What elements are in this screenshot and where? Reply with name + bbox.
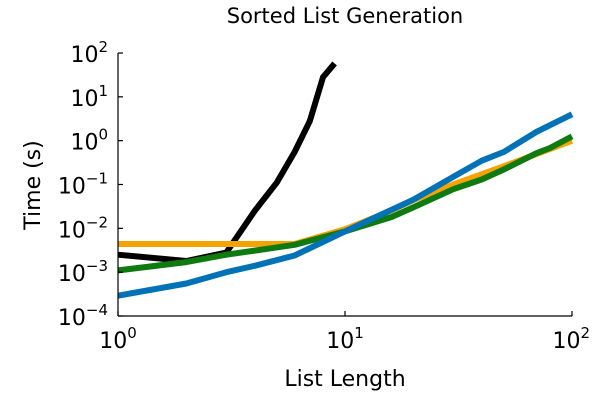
x-axis-label: List Length — [284, 367, 405, 392]
y-tick-label: 100 — [70, 126, 108, 156]
y-tick-label: 10−4 — [58, 301, 108, 331]
y-tick-label: 10−1 — [58, 170, 108, 200]
series-line-4 — [117, 111, 574, 299]
y-tick-label: 101 — [70, 82, 108, 112]
x-tick-label: 101 — [326, 324, 364, 354]
y-ticks: 10−4 10−3 10−2 10−1 100 101 102 — [58, 38, 123, 331]
x-ticks: 100 101 102 — [99, 311, 590, 354]
series-layer — [117, 61, 574, 299]
y-tick-label: 10−2 — [58, 213, 108, 243]
chart-title: Sorted List Generation — [227, 4, 464, 28]
x-tick-label: 100 — [99, 324, 137, 354]
x-tick-label: 102 — [552, 324, 590, 354]
y-tick-label: 10−3 — [58, 257, 108, 287]
series-line-1 — [117, 61, 337, 264]
series-line-3 — [117, 133, 574, 274]
y-tick-label: 102 — [70, 38, 108, 68]
y-axis-label: Time (s) — [21, 140, 46, 230]
